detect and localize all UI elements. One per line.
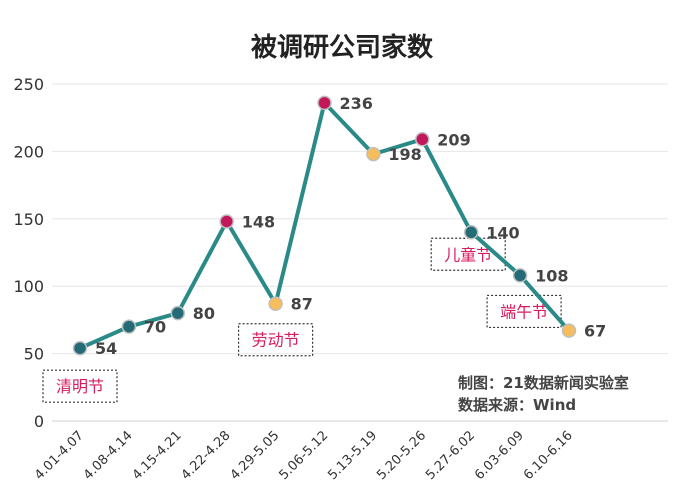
y-tick-label: 100 — [13, 277, 44, 296]
annotation-label: 劳动节 — [252, 331, 300, 350]
grid-lines — [52, 83, 668, 422]
y-tick-label: 50 — [24, 345, 44, 364]
x-tick-label: 4.15-4.21 — [130, 428, 185, 483]
y-tick-label: 200 — [13, 142, 44, 161]
data-label: 54 — [95, 339, 117, 358]
data-label: 80 — [193, 304, 215, 323]
annotation-box — [238, 323, 314, 357]
x-tick-label: 4.08-4.14 — [81, 428, 136, 483]
annotation-label: 清明节 — [56, 377, 104, 396]
data-label: 148 — [242, 212, 275, 231]
x-tick-label: 5.20-5.26 — [374, 428, 429, 483]
data-point — [268, 296, 283, 311]
data-point — [366, 146, 381, 162]
data-point — [463, 225, 479, 240]
x-tick-label: 5.27-6.02 — [423, 428, 478, 483]
data-point — [72, 340, 88, 356]
annotation-label: 儿童节 — [444, 245, 492, 264]
x-tick-label: 4.01-4.07 — [32, 428, 87, 483]
x-tick-label: 6.03-6.09 — [472, 428, 527, 483]
y-tick-label: 0 — [34, 412, 44, 431]
source-data: 数据来源：Wind — [458, 396, 576, 414]
data-point — [317, 95, 332, 111]
data-label: 87 — [291, 295, 313, 314]
x-tick-label: 5.13-5.19 — [325, 428, 380, 483]
data-point — [170, 305, 186, 321]
x-tick-label: 6.10-6.16 — [521, 428, 576, 483]
data-point — [415, 132, 430, 147]
data-label: 209 — [437, 130, 470, 149]
data-points — [72, 95, 577, 356]
y-tick-label: 250 — [13, 75, 44, 94]
data-point — [219, 214, 234, 229]
data-labels: 54 70 80 148 87 236 198 209 140 108 67 — [95, 94, 606, 358]
x-tick-label: 5.06-5.12 — [276, 428, 331, 483]
data-point — [121, 319, 137, 334]
data-label: 140 — [486, 223, 519, 242]
chart-title: 被调研公司家数 — [251, 32, 434, 63]
source-note: 制图：21数据新闻实验室 数据来源：Wind — [458, 374, 629, 414]
data-point — [512, 268, 528, 283]
data-label: 67 — [584, 322, 606, 341]
data-label: 198 — [388, 145, 421, 164]
y-tick-label: 150 — [13, 210, 44, 229]
x-tick-label: 4.29-5.05 — [228, 428, 283, 483]
annotation-label: 端午节 — [500, 302, 548, 321]
x-tick-label: 4.22-4.28 — [179, 428, 234, 483]
data-label: 108 — [535, 266, 568, 285]
source-credit: 制图：21数据新闻实验室 — [458, 374, 629, 392]
annotation-box — [42, 369, 118, 403]
data-label: 70 — [144, 318, 166, 337]
y-axis-tick-labels: 0 50 100 150 200 250 — [13, 75, 44, 431]
annotation-box — [486, 294, 562, 329]
data-point — [561, 323, 577, 338]
data-label: 236 — [340, 94, 373, 113]
x-axis-tick-labels: 4.01-4.074.08-4.144.15-4.214.22-4.284.29… — [32, 428, 576, 483]
